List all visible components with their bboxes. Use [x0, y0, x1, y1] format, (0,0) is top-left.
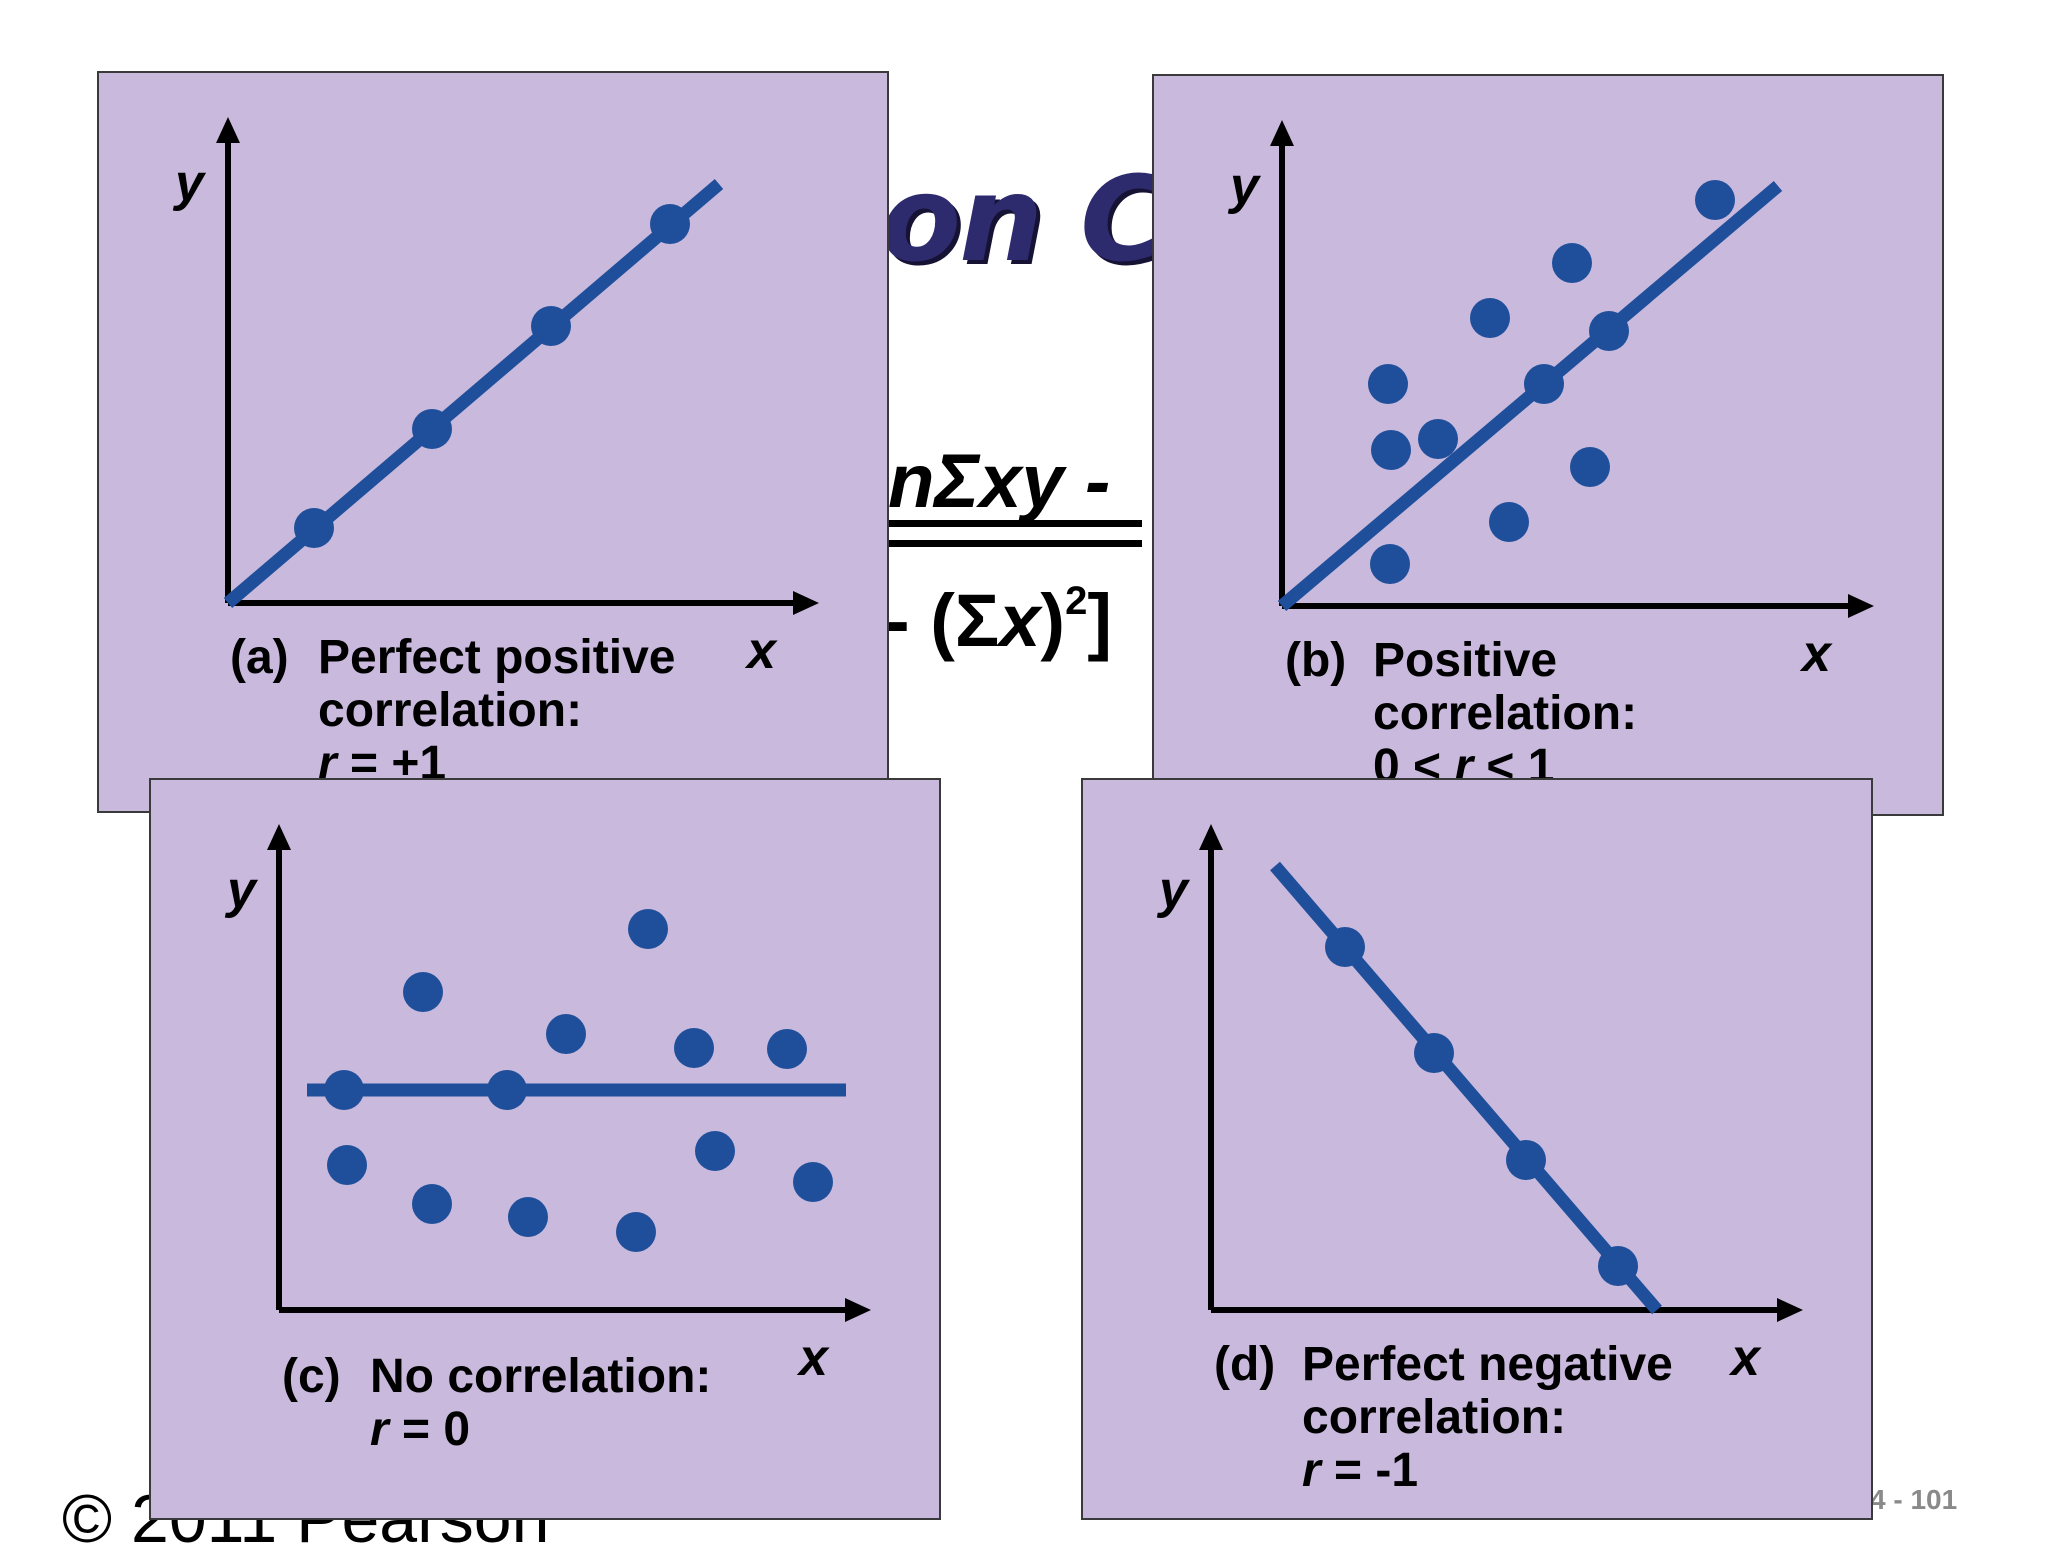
caption-letter: (b)	[1285, 634, 1347, 687]
data-point	[546, 1014, 586, 1054]
data-point	[412, 1184, 452, 1224]
x-axis-label: x	[799, 1329, 828, 1387]
caption-letter: (d)	[1214, 1338, 1276, 1391]
data-point	[412, 409, 452, 449]
data-point	[793, 1162, 833, 1202]
formula-numerator: nΣxy -	[888, 439, 1111, 524]
data-point	[1489, 502, 1529, 542]
caption-line1: Positive	[1373, 634, 1558, 687]
data-point	[674, 1028, 714, 1068]
x-axis-arrow	[1777, 1298, 1803, 1322]
data-point	[650, 204, 690, 244]
data-point	[324, 1070, 364, 1110]
caption-line1: Perfect negative	[1302, 1338, 1673, 1391]
y-axis-label: y	[1159, 861, 1188, 919]
data-point	[1370, 544, 1410, 584]
panel-positive: y x (b) Positive correlation: 0 < r < 1	[1152, 74, 1944, 816]
caption-line2: correlation:	[318, 684, 583, 737]
caption-line2: correlation:	[1302, 1391, 1567, 1444]
data-point	[403, 972, 443, 1012]
data-point	[327, 1145, 367, 1185]
data-point	[1524, 364, 1564, 404]
slide-number: 4 - 101	[1870, 1484, 1958, 1515]
caption-line1: Perfect positive	[318, 631, 676, 684]
data-point	[1325, 927, 1365, 967]
x-axis-label: x	[1731, 1329, 1760, 1387]
x-axis-label: x	[747, 622, 776, 680]
y-axis-arrow	[1199, 824, 1223, 850]
panel-perfect-negative: y x (d) Perfect negative correlation: r …	[1081, 778, 1873, 1520]
formula-rule-top	[882, 520, 1142, 527]
y-axis-arrow	[267, 824, 291, 850]
x-axis-arrow	[793, 591, 819, 615]
x-axis-arrow	[1848, 594, 1874, 618]
data-point	[1470, 298, 1510, 338]
data-point	[1552, 243, 1592, 283]
data-point	[628, 909, 668, 949]
data-point	[294, 508, 334, 548]
formula-denominator: - (Σx)2]	[885, 579, 1112, 662]
scatter-plot-d	[1199, 824, 1803, 1322]
scatter-plot-a	[216, 117, 819, 615]
scatter-plot-c	[267, 824, 871, 1322]
data-point	[487, 1070, 527, 1110]
caption-r-value: r = 0	[370, 1403, 471, 1456]
data-point	[616, 1212, 656, 1252]
panel-perfect-positive: y x (a) Perfect positive correlation: r …	[97, 71, 889, 813]
data-point	[1598, 1246, 1638, 1286]
data-point	[767, 1029, 807, 1069]
data-point	[531, 306, 571, 346]
data-point	[1368, 364, 1408, 404]
data-point	[1414, 1033, 1454, 1073]
data-point	[1570, 447, 1610, 487]
caption-letter: (a)	[230, 631, 289, 684]
data-point	[1418, 419, 1458, 459]
slide-title-fragment: on C	[880, 150, 1167, 288]
panel-no-correlation: y x (c) No correlation: r = 0	[149, 778, 941, 1520]
caption-line1: No correlation:	[370, 1350, 712, 1403]
y-axis-label: y	[227, 861, 256, 919]
data-point	[1589, 311, 1629, 351]
y-axis-label: y	[1230, 157, 1259, 215]
x-axis-label: x	[1802, 625, 1831, 683]
data-point	[1371, 430, 1411, 470]
x-axis-arrow	[845, 1298, 871, 1322]
y-axis-arrow	[216, 117, 240, 143]
data-point	[508, 1197, 548, 1237]
y-axis-arrow	[1270, 120, 1294, 146]
caption-r-value: r = -1	[1302, 1444, 1419, 1497]
data-point	[1506, 1140, 1546, 1180]
caption-letter: (c)	[282, 1350, 341, 1403]
y-axis-label: y	[175, 154, 204, 212]
formula-rule-bottom	[882, 540, 1142, 547]
caption-line2: correlation:	[1373, 687, 1638, 740]
data-point	[1695, 180, 1735, 220]
data-point	[695, 1131, 735, 1171]
scatter-plot-b	[1270, 120, 1874, 618]
